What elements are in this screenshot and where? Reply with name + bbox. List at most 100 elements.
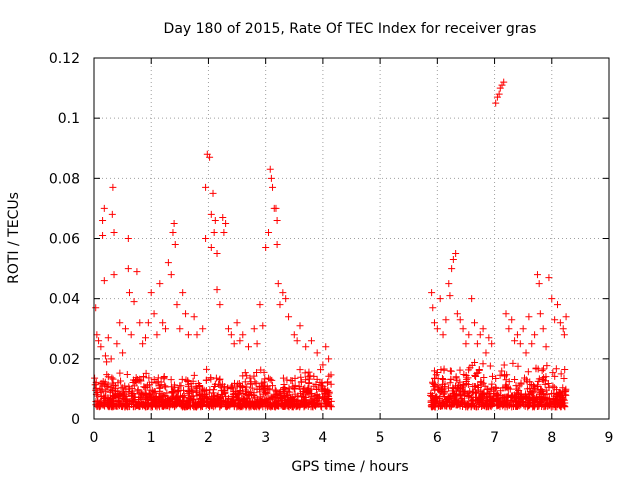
data-point [562, 385, 570, 393]
data-point [109, 375, 117, 383]
data-point [130, 382, 138, 390]
data-point [119, 384, 127, 392]
data-point [453, 310, 461, 318]
data-point [253, 340, 261, 348]
data-point [561, 365, 569, 373]
data-point [538, 367, 546, 375]
data-point [324, 387, 332, 395]
data-point [266, 375, 274, 383]
data-point [159, 319, 167, 327]
data-point [145, 374, 153, 382]
grid-layer [94, 58, 609, 419]
data-point [551, 372, 559, 380]
data-points-layer [91, 78, 570, 411]
data-point [306, 390, 314, 398]
data-point [471, 402, 479, 410]
data-point [161, 382, 169, 390]
data-point [431, 375, 439, 383]
data-point [318, 387, 326, 395]
data-point [248, 397, 256, 405]
data-point [560, 375, 568, 383]
data-point [531, 331, 539, 339]
data-point [474, 386, 482, 394]
data-point [446, 379, 454, 387]
data-point [151, 396, 159, 404]
data-point [227, 331, 235, 339]
data-point [529, 402, 537, 410]
data-point [513, 402, 521, 410]
data-point [156, 280, 164, 288]
data-point [484, 390, 492, 398]
data-point [317, 366, 325, 374]
data-point [511, 375, 519, 383]
data-point [511, 337, 519, 345]
data-point [508, 392, 516, 400]
data-point [521, 402, 529, 410]
data-point [216, 301, 224, 309]
data-point [442, 316, 450, 324]
data-point [267, 174, 275, 182]
data-point [459, 325, 467, 333]
data-point [479, 360, 487, 368]
data-point [325, 396, 333, 404]
data-point [492, 99, 500, 107]
data-point [207, 244, 215, 252]
data-point [162, 325, 170, 333]
data-point [103, 358, 111, 366]
data-point [222, 219, 230, 227]
data-point [220, 387, 228, 395]
data-point [132, 374, 140, 382]
data-point [233, 382, 241, 390]
data-point [534, 383, 542, 391]
data-point [110, 228, 118, 236]
data-point [515, 397, 523, 405]
plot-frame [93, 57, 610, 420]
data-point [168, 389, 176, 397]
data-point [464, 381, 472, 389]
data-point [433, 369, 441, 377]
data-point [116, 319, 124, 327]
data-point [322, 399, 330, 407]
data-point [239, 384, 247, 392]
data-point [210, 383, 218, 391]
data-point [123, 370, 131, 378]
data-point [496, 371, 504, 379]
data-point [139, 340, 147, 348]
data-point [210, 393, 218, 401]
data-point [250, 389, 258, 397]
data-point [245, 343, 252, 351]
x-tick-label: 7 [490, 430, 499, 446]
data-point [502, 310, 510, 318]
data-point [439, 331, 447, 339]
data-point [94, 397, 102, 405]
data-point [471, 396, 479, 404]
data-point [102, 396, 110, 404]
data-point [505, 325, 513, 333]
y-tick-label: 0.04 [49, 292, 80, 308]
data-point [248, 384, 256, 392]
data-point [220, 228, 228, 236]
data-point [241, 399, 249, 407]
data-point [471, 319, 479, 327]
data-point [535, 280, 543, 288]
data-point [506, 385, 514, 393]
data-point [97, 343, 105, 351]
data-point [553, 386, 561, 394]
data-point [153, 331, 161, 339]
data-point [439, 380, 447, 388]
data-point [229, 384, 237, 392]
data-point [279, 289, 287, 297]
data-point [465, 366, 473, 374]
data-point [429, 380, 437, 388]
data-point [177, 382, 185, 390]
data-point [266, 386, 274, 394]
data-point [202, 235, 210, 242]
data-point [560, 331, 568, 339]
data-point [488, 396, 496, 404]
data-point [110, 271, 118, 279]
data-point [189, 377, 197, 385]
data-point [295, 383, 303, 391]
data-point [327, 371, 335, 379]
data-point [279, 374, 287, 382]
data-point [143, 403, 151, 411]
